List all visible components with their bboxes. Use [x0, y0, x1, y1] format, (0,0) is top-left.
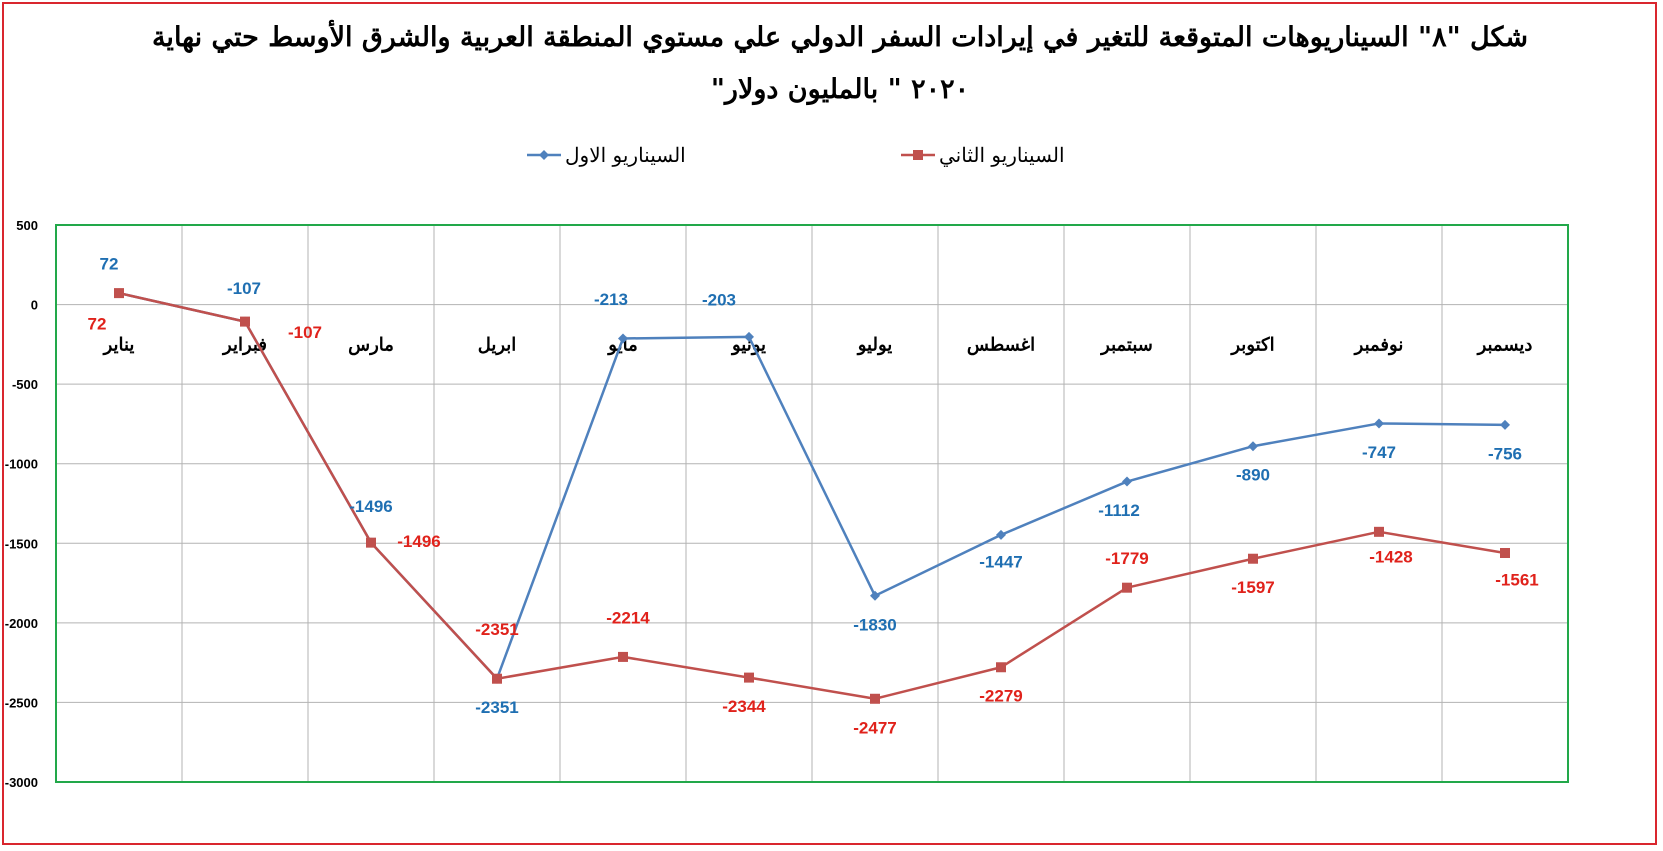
legend-label-scenario-1: السيناريو الاول [565, 143, 686, 167]
data-label-series-1: -1447 [979, 552, 1022, 571]
series-2-point [996, 662, 1006, 673]
y-tick-label: -3000 [5, 775, 38, 790]
x-category-label: مايو [606, 335, 637, 356]
series-2-point [1500, 547, 1510, 558]
data-label-series-1: 72 [100, 255, 119, 274]
series-2-point [618, 651, 628, 662]
data-label-series-1: -107 [227, 279, 261, 298]
series-1-point [1500, 419, 1510, 430]
x-category-label: ديسمبر [1476, 335, 1533, 356]
x-category-label: مارس [348, 335, 394, 356]
data-label-series-2: 72 [88, 315, 107, 334]
x-category-label: فبراير [221, 335, 267, 356]
series-2-point [1374, 526, 1384, 537]
x-category-label: سبتمبر [1099, 335, 1153, 356]
data-label-series-1: -1496 [349, 497, 392, 516]
data-label-series-1: -890 [1236, 466, 1270, 485]
y-tick-label: -2500 [5, 695, 38, 710]
y-tick-label: -1500 [5, 536, 38, 551]
series-2-point [1122, 582, 1132, 593]
legend-swatch-diamond-icon [527, 150, 561, 160]
series-1-point [618, 333, 628, 344]
x-category-label: يناير [102, 335, 135, 356]
legend-swatch-square-icon [901, 150, 935, 160]
y-tick-label: -1000 [5, 457, 38, 472]
data-label-series-1: -1112 [1098, 501, 1140, 520]
data-label-series-2: -2477 [853, 718, 896, 737]
data-label-series-1: -747 [1362, 443, 1396, 462]
chart-title: شكل "٨" السيناريوهات المتوقعة للتغير في … [60, 12, 1620, 116]
series-1-point [1374, 418, 1384, 429]
data-label-series-2: -2279 [979, 687, 1022, 706]
data-label-series-2: -2344 [722, 697, 766, 716]
series-2-point [744, 672, 754, 683]
data-label-series-1: -213 [594, 290, 628, 309]
y-tick-label: -2000 [5, 616, 38, 631]
series-2-point [1248, 553, 1258, 564]
chart-legend: السيناريو الاول السيناريو الثاني [0, 143, 1663, 173]
y-tick-label: 0 [31, 298, 38, 313]
series-2-point [114, 288, 124, 299]
legend-label-scenario-2: السيناريو الثاني [939, 143, 1065, 167]
chart-title-line-2: ٢٠٢٠ " بالمليون دولار" [710, 74, 970, 105]
series-2-point [366, 537, 376, 548]
series-2-point [240, 316, 250, 327]
data-label-series-1: -1830 [853, 615, 896, 634]
x-category-label: نوفمبر [1353, 335, 1404, 356]
x-category-label: يوليو [856, 335, 893, 356]
series-line-2 [118, 291, 1506, 701]
series-1-point [996, 529, 1006, 540]
x-category-label: اكتوبر [1229, 335, 1274, 356]
x-category-label: ابريل [478, 335, 517, 356]
plot-area-border [55, 224, 1569, 783]
data-label-series-2: -1496 [397, 532, 440, 551]
series-1-point [744, 331, 754, 342]
data-label-series-1: -203 [702, 290, 736, 309]
series-1-point [870, 590, 880, 601]
data-label-series-2: -1561 [1495, 570, 1538, 589]
x-category-label: يونيو [730, 335, 766, 356]
series-1-point [1248, 441, 1258, 452]
data-label-series-1: -2351 [475, 698, 518, 717]
data-label-series-2: -1779 [1105, 549, 1148, 568]
y-tick-label: -500 [12, 377, 38, 392]
data-label-series-2: -1597 [1231, 578, 1274, 597]
series-2-point [492, 673, 502, 684]
series-2-point [870, 693, 880, 704]
x-category-label: اغسطس [967, 335, 1035, 356]
series-1-point [1122, 476, 1132, 487]
y-tick-label: 500 [16, 218, 38, 233]
data-label-series-1: -756 [1488, 444, 1522, 463]
legend-item-scenario-1: السيناريو الاول [527, 143, 686, 167]
data-label-series-2: -1428 [1369, 547, 1412, 566]
data-label-series-2: -107 [288, 323, 322, 342]
legend-item-scenario-2: السيناريو الثاني [901, 143, 1065, 167]
data-label-series-2: -2214 [606, 608, 650, 627]
chart-title-line-1: شكل "٨" السيناريوهات المتوقعة للتغير في … [151, 22, 1529, 53]
data-label-series-2: -2351 [475, 620, 518, 639]
